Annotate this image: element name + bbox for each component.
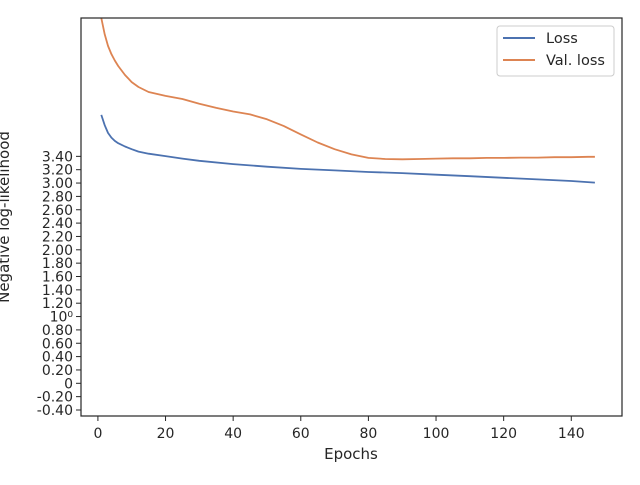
x-tick-label: 60 bbox=[292, 426, 310, 442]
y-tick-label: 0.40 bbox=[42, 350, 73, 366]
loss-series-line bbox=[100, 114, 595, 184]
x-tick-label: 80 bbox=[359, 426, 377, 442]
y-tick-label: 3.40 bbox=[42, 149, 73, 165]
x-tick-label: 40 bbox=[224, 426, 242, 442]
x-tick-label: 140 bbox=[558, 426, 585, 442]
y-tick-label: 1.80 bbox=[42, 256, 73, 272]
x-tick-group: 0 20 40 60 80 100 120 140 bbox=[93, 416, 585, 442]
x-tick-label: 120 bbox=[490, 426, 517, 442]
y-tick-label: 2.40 bbox=[42, 216, 73, 232]
y-tick-label: 1.40 bbox=[42, 283, 73, 299]
y-tick-label: 0.60 bbox=[42, 336, 73, 352]
plot-frame bbox=[80, 17, 623, 417]
y-axis-label: Negative log-likelihood bbox=[0, 131, 13, 303]
legend: Loss Val. loss bbox=[496, 25, 615, 77]
y-tick-label: 1.20 bbox=[42, 296, 73, 312]
legend-loss-label: Loss bbox=[546, 31, 578, 47]
y-tick-label: 3.00 bbox=[42, 176, 73, 192]
x-tick-label: 0 bbox=[93, 426, 102, 442]
y-tick-label: -0.20 bbox=[37, 390, 73, 406]
y-tick-label: 2.00 bbox=[42, 243, 73, 259]
y-tick-label: 0.80 bbox=[42, 323, 73, 339]
y-tick-label: 1.60 bbox=[42, 270, 73, 286]
y-tick-group: -0.40-0.2000.200.400.600.8010⁰1.201.401.… bbox=[37, 149, 81, 419]
y-tick-label: 2.60 bbox=[42, 203, 73, 219]
y-tick-label: 10⁰ bbox=[50, 310, 74, 326]
y-tick-label: 2.80 bbox=[42, 189, 73, 205]
series-group bbox=[100, 17, 595, 184]
y-tick-label: 3.20 bbox=[42, 163, 73, 179]
x-tick-label: 100 bbox=[423, 426, 450, 442]
y-tick-label: 0 bbox=[64, 376, 73, 392]
y-tick-label: -0.40 bbox=[37, 403, 73, 419]
legend-val-loss-label: Val. loss bbox=[546, 53, 605, 69]
x-tick-label: 20 bbox=[157, 426, 175, 442]
x-axis-label: Epochs bbox=[324, 445, 378, 463]
y-tick-label: 2.20 bbox=[42, 229, 73, 245]
y-tick-label: 0.20 bbox=[42, 363, 73, 379]
val-loss-series-line bbox=[100, 17, 595, 161]
